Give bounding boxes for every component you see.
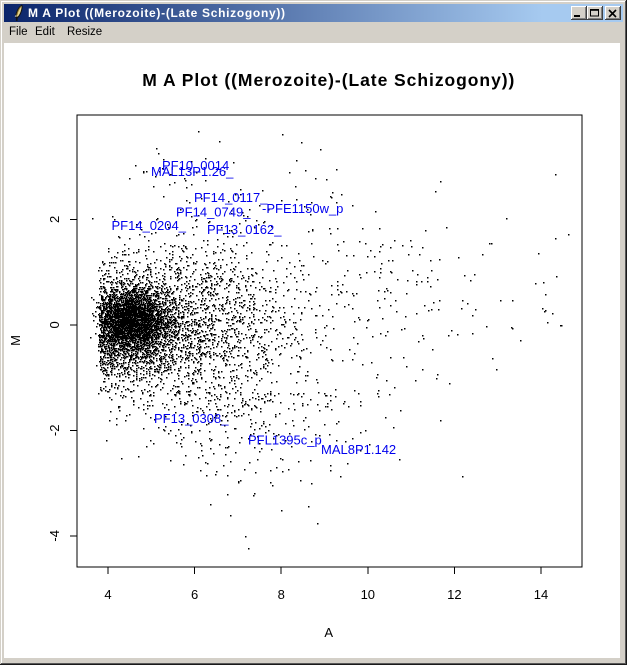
svg-text:MAL8P1.142: MAL8P1.142 bbox=[321, 442, 396, 457]
svg-text:PF14_0204_: PF14_0204_ bbox=[112, 218, 187, 233]
svg-text:-4: -4 bbox=[47, 530, 62, 542]
svg-text:A: A bbox=[324, 625, 333, 640]
svg-text:M A Plot ((Merozoite)-(Late Sc: M A Plot ((Merozoite)-(Late Schizogony)) bbox=[142, 70, 515, 90]
svg-text:10: 10 bbox=[361, 587, 375, 602]
svg-text:2: 2 bbox=[47, 216, 62, 223]
svg-text:PF13_0162_: PF13_0162_ bbox=[207, 222, 282, 237]
svg-text:0: 0 bbox=[47, 321, 62, 328]
svg-text:-PFE1150w_p: -PFE1150w_p bbox=[262, 201, 343, 216]
svg-text:PF14_0749_: PF14_0749_ bbox=[176, 205, 251, 220]
svg-text:-2: -2 bbox=[47, 425, 62, 437]
svg-text:PF14_0117_: PF14_0117_ bbox=[194, 190, 268, 205]
svg-text:12: 12 bbox=[447, 587, 461, 602]
svg-text:PF13_0308_: PF13_0308_ bbox=[154, 411, 229, 426]
svg-text:6: 6 bbox=[191, 587, 198, 602]
svg-text:PFL1395c_p: PFL1395c_p bbox=[248, 433, 322, 448]
svg-text:8: 8 bbox=[278, 587, 285, 602]
svg-text:PF10_0014: PF10_0014 bbox=[162, 158, 229, 173]
svg-text:4: 4 bbox=[104, 587, 111, 602]
svg-text:M: M bbox=[8, 335, 23, 346]
svg-text:14: 14 bbox=[534, 587, 548, 602]
svg-text:MAL13P1.26_: MAL13P1.26_ bbox=[151, 164, 234, 179]
